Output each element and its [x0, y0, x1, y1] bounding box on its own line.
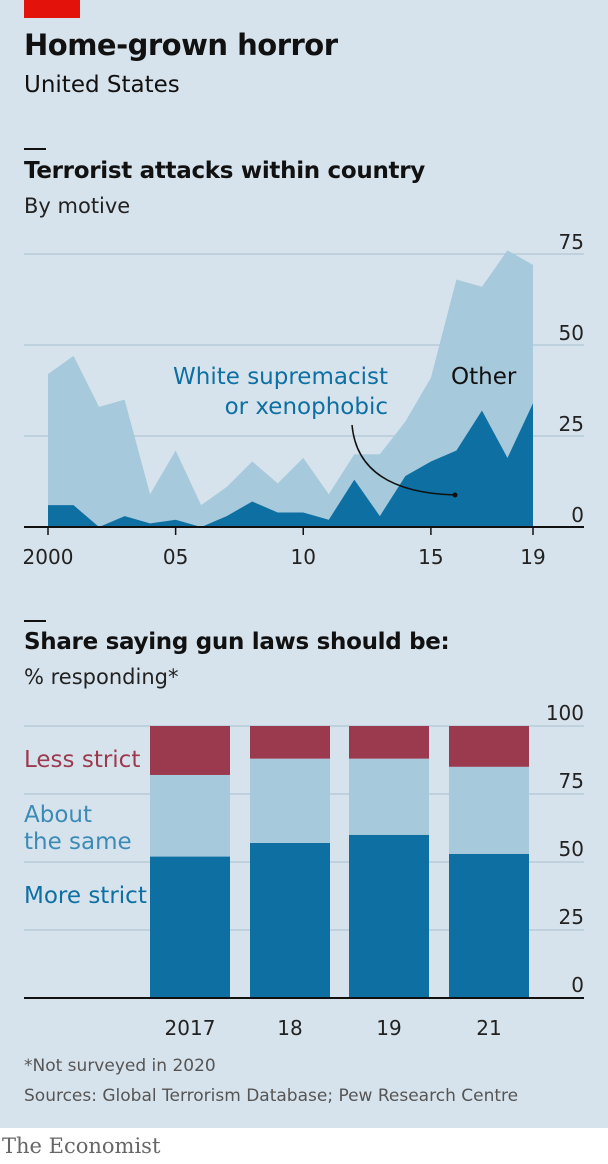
- sources: Sources: Global Terrorism Database; Pew …: [24, 1086, 519, 1106]
- bar-segment-more-strict: [150, 856, 230, 998]
- y-tick-label: 25: [559, 412, 584, 436]
- y-tick-label: 0: [571, 503, 584, 527]
- brand-logo: The Economist: [2, 1134, 161, 1158]
- chart1-subtitle: By motive: [24, 194, 131, 218]
- annotation-leader-line: [351, 424, 456, 496]
- x-tick-label: 19: [520, 545, 545, 569]
- brand-red-tag: [24, 0, 80, 18]
- legend-label-less-strict: Less strict: [24, 747, 140, 773]
- x-tick-label: 18: [277, 1016, 302, 1040]
- legend-label-line: About: [24, 802, 92, 828]
- y-tick-label: 75: [559, 230, 584, 254]
- annotation-dot: [452, 492, 458, 498]
- bar-segment-more-strict: [349, 834, 429, 998]
- bar-segment-about-the-same: [150, 774, 230, 857]
- page-title: Home-grown horror: [24, 28, 338, 62]
- series-label-other: Other: [451, 364, 517, 390]
- x-tick-label: 2017: [165, 1016, 216, 1040]
- chart2-title: Share saying gun laws should be:: [24, 629, 450, 655]
- footnote: *Not surveyed in 2020: [24, 1056, 216, 1076]
- chart2-rule: [24, 620, 46, 622]
- legend-label-line: More strict: [24, 883, 147, 909]
- x-tick-label: 19: [376, 1016, 401, 1040]
- y-tick-label: 75: [559, 769, 584, 793]
- x-tick-label: 21: [476, 1016, 501, 1040]
- chart2-subtitle: % responding*: [24, 665, 179, 689]
- chart1-rule: [24, 148, 46, 150]
- y-tick-label: 0: [571, 973, 584, 997]
- chart-card: Home-grown horror United States Terroris…: [0, 0, 608, 1128]
- page-subtitle: United States: [24, 72, 180, 98]
- bar-segment-about-the-same: [250, 758, 330, 843]
- y-tick-label: 25: [559, 905, 584, 929]
- x-tick-label: 15: [418, 545, 443, 569]
- x-tick-label: 2000: [23, 545, 74, 569]
- bar-segment-more-strict: [449, 853, 529, 998]
- legend-label-about-the-same: About the same: [24, 802, 132, 855]
- y-tick-label: 50: [559, 321, 584, 345]
- chart1-title: Terrorist attacks within country: [24, 158, 425, 184]
- legend-label-line: the same: [24, 829, 132, 855]
- legend-label-line: Less strict: [24, 747, 140, 773]
- bar-segment-about-the-same: [449, 766, 529, 854]
- series-label-line: or xenophobic: [225, 394, 388, 420]
- x-tick-label: 05: [163, 545, 188, 569]
- bar-segment-less-strict: [449, 726, 529, 767]
- bar-segment-about-the-same: [349, 758, 429, 835]
- series-label-white-supremacist: White supremacist or xenophobic: [173, 364, 388, 420]
- bar-segment-less-strict: [150, 726, 230, 775]
- legend-label-more-strict: More strict: [24, 883, 147, 909]
- y-tick-label: 50: [559, 837, 584, 861]
- gun-laws-stacked-bar-chart: 0 25 50 75 100 2017 18 19 21 More strict About the …: [24, 701, 584, 1040]
- series-label-line: White supremacist: [173, 364, 388, 390]
- bar-segment-less-strict: [349, 726, 429, 759]
- bar-segment-less-strict: [250, 726, 330, 759]
- terrorist-attacks-area-chart: 0 25 50 75 2000 05 10 15 19 White supremacist or x…: [23, 230, 584, 569]
- area-other: [48, 250, 533, 528]
- bar-segment-more-strict: [250, 842, 330, 998]
- area-white-supremacist: [48, 403, 533, 527]
- x-tick-label: 10: [291, 545, 316, 569]
- y-tick-label: 100: [546, 701, 584, 725]
